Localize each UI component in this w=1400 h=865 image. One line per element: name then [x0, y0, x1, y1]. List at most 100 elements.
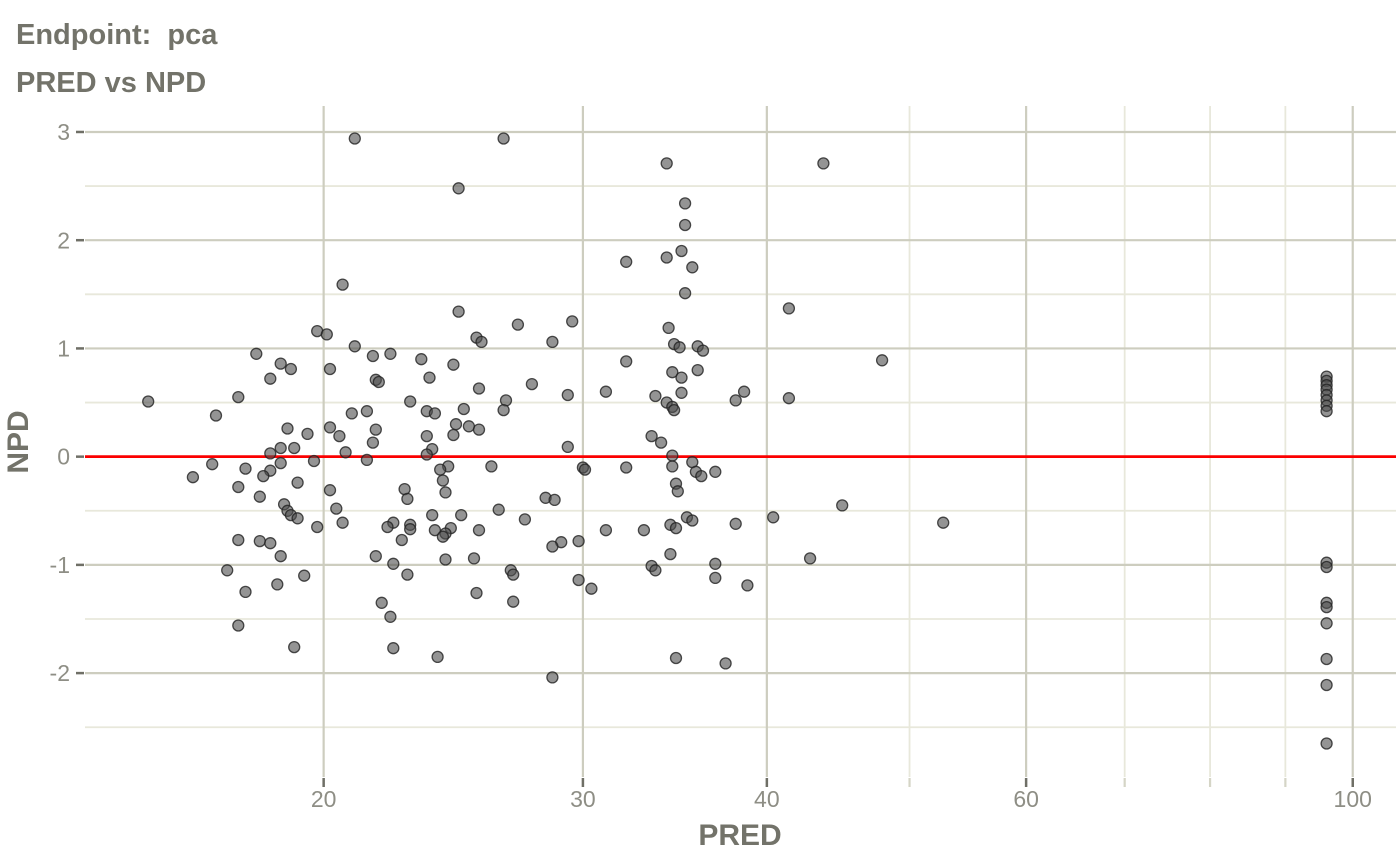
gridlines-major — [85, 106, 1396, 777]
data-point — [447, 428, 460, 442]
data-point — [291, 476, 304, 489]
data-point — [467, 552, 481, 565]
data-point — [620, 355, 633, 368]
data-point — [691, 363, 704, 377]
data-point — [546, 671, 559, 684]
data-point — [288, 640, 301, 654]
data-point — [472, 524, 486, 537]
data-point — [232, 533, 245, 547]
data-point — [660, 251, 673, 264]
data-point — [387, 642, 400, 655]
data-point — [415, 353, 428, 366]
data-points — [142, 132, 1333, 750]
axis-tick-marks — [76, 130, 1354, 787]
data-point — [404, 523, 417, 536]
data-point — [250, 347, 263, 360]
axis-tick-labels: 3 2 1 0 -1 -2 20 30 40 60 100 — [50, 119, 1372, 812]
data-point — [253, 490, 266, 503]
data-point — [645, 429, 658, 443]
data-point — [431, 650, 444, 664]
data-point — [507, 595, 520, 608]
y-axis-title: NPD — [2, 410, 35, 473]
data-point — [274, 550, 287, 563]
data-point — [767, 511, 780, 524]
data-point — [336, 278, 349, 291]
data-point — [561, 388, 574, 402]
data-point — [782, 302, 796, 315]
data-point — [186, 471, 200, 484]
data-point — [439, 553, 452, 566]
data-point — [678, 218, 692, 232]
x-tick-label: 100 — [1334, 786, 1372, 812]
x-tick-label: 40 — [754, 786, 780, 812]
data-point — [239, 462, 252, 475]
data-point — [381, 520, 394, 534]
data-point — [323, 484, 337, 497]
x-tick-label: 30 — [570, 786, 596, 812]
data-point — [457, 402, 470, 416]
data-point — [546, 335, 559, 349]
data-point — [434, 463, 447, 476]
data-point — [369, 423, 382, 436]
x-tick-label: 20 — [311, 786, 337, 812]
data-point — [686, 261, 699, 274]
data-point — [666, 449, 679, 462]
data-point — [561, 440, 574, 454]
gridlines-minor — [85, 106, 1396, 777]
data-point — [662, 321, 675, 335]
data-point — [452, 182, 465, 195]
data-point — [671, 485, 684, 498]
data-point — [449, 418, 463, 431]
data-point — [548, 493, 561, 507]
data-point — [439, 486, 452, 499]
data-point — [401, 568, 414, 581]
data-point — [348, 340, 361, 353]
data-point — [511, 318, 525, 331]
data-point — [492, 503, 505, 516]
data-point — [320, 328, 333, 341]
data-point — [475, 335, 488, 349]
data-point — [257, 469, 270, 483]
data-point — [311, 520, 324, 534]
data-point — [1320, 560, 1333, 574]
data-point — [649, 564, 662, 577]
data-point — [686, 514, 699, 527]
data-point — [209, 409, 223, 422]
data-point — [291, 512, 304, 525]
data-point — [675, 371, 688, 384]
data-point — [395, 533, 408, 547]
data-point — [729, 394, 742, 407]
data-point — [546, 540, 559, 553]
data-point — [599, 524, 613, 537]
data-point — [232, 480, 245, 494]
data-point — [420, 448, 433, 461]
data-point — [420, 429, 433, 443]
data-point — [578, 463, 592, 476]
data-point — [232, 390, 245, 404]
data-point — [660, 157, 673, 170]
data-point — [782, 392, 796, 405]
data-point — [472, 382, 486, 395]
data-point — [678, 287, 692, 300]
data-point — [667, 403, 681, 417]
data-point — [384, 347, 397, 360]
data-point — [729, 517, 742, 530]
data-point — [333, 429, 346, 443]
data-point — [741, 579, 754, 592]
data-point — [666, 460, 679, 473]
data-point — [264, 447, 277, 460]
data-point — [678, 197, 692, 210]
data-point — [452, 305, 465, 318]
data-point — [142, 395, 155, 408]
data-point — [447, 358, 460, 371]
data-point — [264, 537, 277, 550]
data-point — [301, 427, 314, 441]
data-point — [675, 386, 688, 399]
data-point — [232, 619, 245, 632]
data-point — [485, 460, 498, 473]
data-point — [281, 422, 294, 435]
data-point — [323, 362, 337, 376]
data-point — [572, 534, 585, 548]
data-point — [387, 557, 400, 570]
